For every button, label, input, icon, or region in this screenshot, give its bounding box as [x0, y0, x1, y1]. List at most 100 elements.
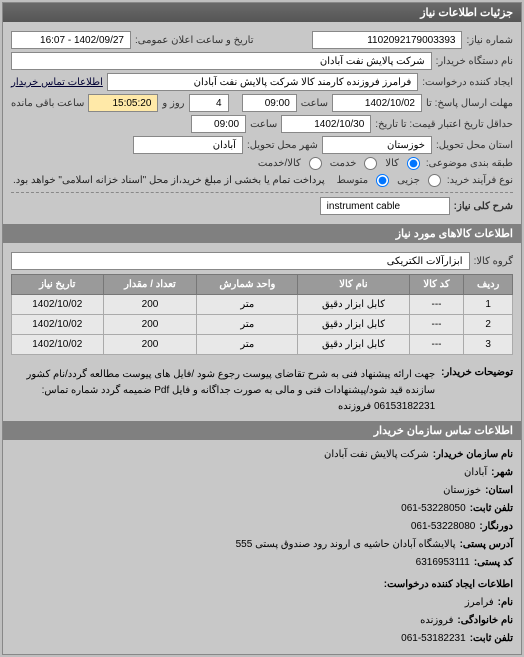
table-row: 2---کابل ابزار دقیقمتر2001402/10/02: [12, 315, 513, 335]
post-value: 6316953111: [416, 554, 470, 572]
group-value: ابزارآلات الکتریکی: [11, 252, 470, 270]
cell-date: 1402/10/02: [12, 335, 104, 355]
buyer-name-label: نام دستگاه خریدار:: [436, 56, 513, 67]
radio-medium[interactable]: [376, 174, 389, 187]
items-header: اطلاعات کالاهای مورد نیاز: [3, 224, 521, 243]
separator: [11, 192, 513, 193]
th-name: نام کالا: [298, 275, 409, 295]
cell-date: 1402/10/02: [12, 295, 104, 315]
cell-name: کابل ابزار دقیق: [298, 335, 409, 355]
province-label: استان محل تحویل:: [436, 140, 513, 151]
cell-name: کابل ابزار دقیق: [298, 295, 409, 315]
group-label: گروه کالا:: [474, 256, 513, 267]
request-no-value: 1102092179003393: [312, 31, 462, 49]
radio-small[interactable]: [428, 174, 441, 187]
radio-small-label: جزیی: [397, 175, 420, 186]
cell-qty: 200: [103, 295, 197, 315]
contact-header: اطلاعات تماس سازمان خریدار: [3, 421, 521, 440]
buyer-contact-link[interactable]: اطلاعات تماس خریدار: [11, 77, 103, 88]
phone-value: 061-53228050: [401, 500, 466, 518]
org-value: شرکت پالایش نفت آبادان: [324, 446, 429, 464]
org-label: نام سازمان خریدار:: [433, 446, 513, 464]
th-row: ردیف: [464, 275, 513, 295]
buyer-name-value: شرکت پالایش نفت آبادان: [11, 52, 432, 70]
table-row: 3---کابل ابزار دقیقمتر2001402/10/02: [12, 335, 513, 355]
tel-label: تلفن ثابت:: [470, 630, 513, 648]
cell-code: ---: [409, 295, 464, 315]
creator-section-label: اطلاعات ایجاد کننده درخواست:: [384, 576, 513, 594]
th-qty: تعداد / مقدار: [103, 275, 197, 295]
radio-goods-service-label: کالا/خدمت: [258, 158, 301, 169]
radio-service-label: خدمت: [330, 158, 357, 169]
main-panel: جزئیات اطلاعات نیاز شماره نیاز: 11020921…: [2, 2, 522, 655]
contact-city-value: آبادان: [464, 464, 487, 482]
main-panel-header: جزئیات اطلاعات نیاز: [3, 3, 521, 22]
items-table: ردیف کد کالا نام کالا واحد شمارش تعداد /…: [11, 274, 513, 355]
phone-label: تلفن ثابت:: [470, 500, 513, 518]
th-date: تاریخ نیاز: [12, 275, 104, 295]
table-row: 1---کابل ابزار دقیقمتر2001402/10/02: [12, 295, 513, 315]
deadline-label: مهلت ارسال پاسخ: تا: [426, 98, 513, 109]
remain-days-value: 4: [189, 94, 229, 112]
subject-class-label: طبقه بندی موضوعی:: [426, 158, 513, 169]
cell-unit: متر: [197, 315, 298, 335]
radio-medium-label: متوسط: [337, 175, 368, 186]
tel-value: 061-53182231: [401, 630, 466, 648]
fax-label: دورنگار:: [479, 518, 513, 536]
remain-time-value: 15:05:20: [88, 94, 158, 112]
buyer-desc-text: جهت ارائه پیشنهاد فنی به شرح تقاضای پیوس…: [11, 367, 435, 415]
family-label: نام خانوادگی:: [457, 612, 513, 630]
remain-time-label: ساعت باقی مانده: [11, 98, 84, 109]
post-label: کد پستی:: [474, 554, 513, 572]
cell-row: 2: [464, 315, 513, 335]
process-type-label: نوع فرآیند خرید:: [447, 175, 513, 186]
announce-dt-value: 1402/09/27 - 16:07: [11, 31, 131, 49]
creator-label: ایجاد کننده درخواست:: [422, 77, 513, 88]
radio-goods-label: کالا: [385, 158, 399, 169]
cell-date: 1402/10/02: [12, 315, 104, 335]
cell-code: ---: [409, 315, 464, 335]
province-value: خوزستان: [322, 136, 432, 154]
city-label: شهر محل تحویل:: [247, 140, 318, 151]
cell-unit: متر: [197, 335, 298, 355]
address-label: آدرس پستی:: [460, 536, 513, 554]
contact-city-label: شهر:: [491, 464, 513, 482]
general-desc-value: instrument cable: [320, 197, 450, 215]
deadline-date-value: 1402/10/02: [332, 94, 422, 112]
fax-value: 061-53228080: [411, 518, 476, 536]
th-code: کد کالا: [409, 275, 464, 295]
cell-qty: 200: [103, 335, 197, 355]
deadline-time-value: 09:00: [242, 94, 297, 112]
contact-body: نام سازمان خریدار:شرکت پالایش نفت آبادان…: [3, 440, 521, 654]
items-body: گروه کالا: ابزارآلات الکتریکی ردیف کد کا…: [3, 243, 521, 361]
radio-service[interactable]: [364, 157, 377, 170]
cell-row: 3: [464, 335, 513, 355]
contact-province-label: استان:: [485, 482, 513, 500]
process-note: پرداخت تمام یا بخشی از مبلغ خرید،از محل …: [13, 173, 325, 188]
buyer-desc-box: توضیحات خریدار: جهت ارائه پیشنهاد فنی به…: [3, 361, 521, 421]
name-label: نام:: [498, 594, 513, 612]
cell-name: کابل ابزار دقیق: [298, 315, 409, 335]
validity-time-label: ساعت: [250, 119, 277, 130]
cell-code: ---: [409, 335, 464, 355]
validity-time-value: 09:00: [191, 115, 246, 133]
remain-days-label: روز و: [162, 98, 184, 109]
radio-goods[interactable]: [407, 157, 420, 170]
cell-qty: 200: [103, 315, 197, 335]
contact-province-value: خوزستان: [443, 482, 481, 500]
form-body: شماره نیاز: 1102092179003393 تاریخ و ساع…: [3, 22, 521, 224]
creator-value: فرامرز فروزنده کارمند کالا شرکت پالایش ن…: [107, 73, 418, 91]
request-no-label: شماره نیاز:: [466, 35, 513, 46]
city-value: آبادان: [133, 136, 243, 154]
deadline-time-label: ساعت: [301, 98, 328, 109]
family-value: فروزنده: [420, 612, 453, 630]
address-value: پالایشگاه آبادان حاشیه ی اروند رود صندوق…: [236, 536, 456, 554]
radio-goods-service[interactable]: [309, 157, 322, 170]
name-value: فرامرز: [465, 594, 494, 612]
validity-label: حداقل تاریخ اعتبار قیمت: تا تاریخ:: [375, 119, 513, 130]
general-desc-label: شرح کلی نیاز:: [454, 201, 513, 212]
table-header-row: ردیف کد کالا نام کالا واحد شمارش تعداد /…: [12, 275, 513, 295]
announce-dt-label: تاریخ و ساعت اعلان عمومی:: [135, 35, 254, 46]
subject-radio-group: کالا خدمت کالا/خدمت: [258, 157, 422, 170]
th-unit: واحد شمارش: [197, 275, 298, 295]
